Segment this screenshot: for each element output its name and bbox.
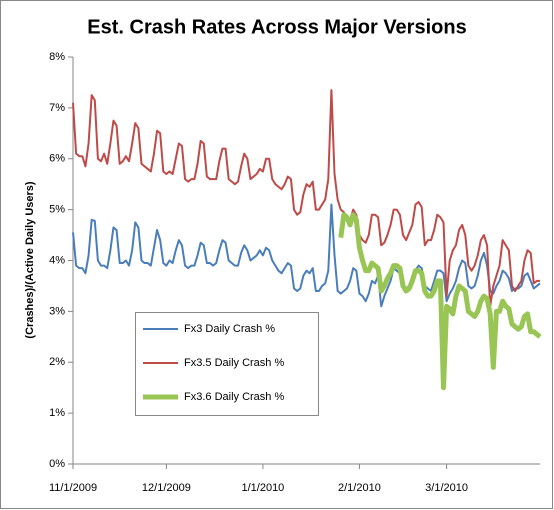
legend-label: Fx3 Daily Crash % [184,323,275,335]
y-tick-label: 8% [49,51,65,63]
y-tick-label: 6% [49,153,65,165]
y-tick-label: 3% [49,305,65,317]
series-line [72,203,541,308]
y-tick-label: 4% [49,254,65,266]
y-tick-label: 0% [49,458,65,470]
chart-title: Est. Crash Rates Across Major Versions [87,16,466,38]
y-tick-label: 1% [49,407,65,419]
x-tick-label: 3/1/2010 [425,482,468,494]
series-line [72,89,540,308]
legend-label: Fx3.6 Daily Crash % [184,391,284,403]
y-tick-label: 2% [49,356,65,368]
x-tick-label: 2/1/2010 [338,482,381,494]
x-tick-label: 1/1/2010 [241,482,284,494]
y-tick-label: 7% [49,102,65,114]
series-line [338,212,542,391]
legend-label: Fx3.5 Daily Crash % [184,357,284,369]
x-tick-label: 11/1/2009 [49,482,97,494]
y-axis-label: (Crashes)/(Active Daily Users) [24,181,36,338]
x-tick-label: 12/1/2009 [142,482,191,494]
y-tick-label: 5% [49,204,65,216]
